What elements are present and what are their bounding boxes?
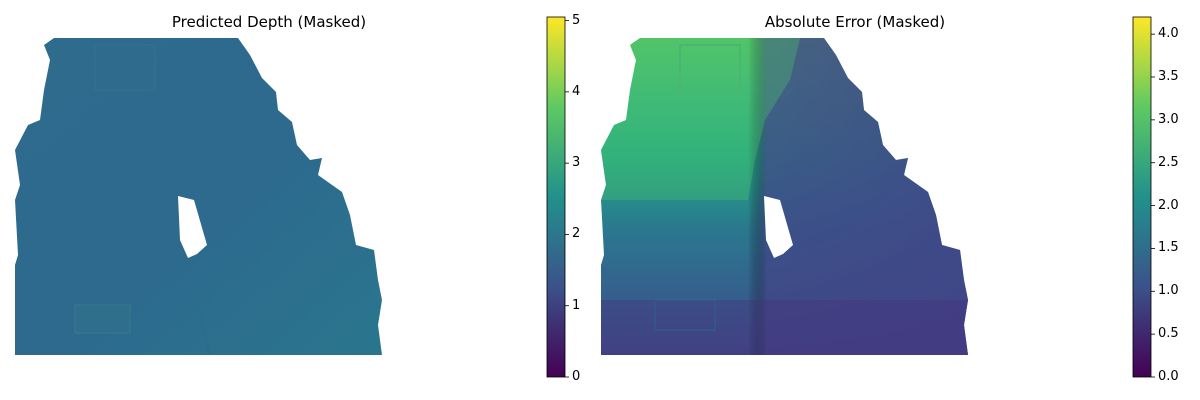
right-mask-hole xyxy=(764,196,793,258)
left-colorbar-tick-label: 3 xyxy=(572,155,581,171)
right-low-error-region xyxy=(601,300,968,355)
left-window-detail xyxy=(94,44,156,91)
left-colorbar xyxy=(546,16,566,378)
right-colorbar-tick-label: 0.5 xyxy=(1158,326,1179,342)
left-colorbar-tick-label: 0 xyxy=(572,369,581,384)
right-colorbar-tick-label: 1.0 xyxy=(1158,283,1179,299)
right-high-error-region xyxy=(601,38,800,200)
right-heatmap xyxy=(601,38,968,355)
left-edge-detail xyxy=(188,279,212,355)
left-mask-hole xyxy=(178,196,207,258)
left-floor-detail xyxy=(74,304,131,334)
right-colorbar-tick-label: 4.0 xyxy=(1158,26,1179,42)
left-colorbar-tick-label: 4 xyxy=(572,83,581,99)
right-panel-title: Absolute Error (Masked) xyxy=(764,13,946,31)
right-floor-detail xyxy=(654,299,716,331)
right-colorbar-ticks xyxy=(1151,33,1155,378)
right-colorbar xyxy=(1132,16,1152,378)
right-colorbar-tick-label: 3.0 xyxy=(1158,111,1179,127)
left-panel-title: Predicted Depth (Masked) xyxy=(171,13,367,31)
right-colorbar-tick-label: 1.5 xyxy=(1158,240,1179,256)
right-colorbar-tick-label: 2.5 xyxy=(1158,154,1179,170)
left-heatmap-fill xyxy=(15,38,382,355)
left-colorbar-ticks xyxy=(565,20,569,378)
left-colorbar-tick-label: 2 xyxy=(572,226,581,242)
left-colorbar-tick-label: 1 xyxy=(572,297,581,313)
right-colorbar-tick-label: 3.5 xyxy=(1158,69,1179,84)
right-colorbar-tick-label: 0.0 xyxy=(1158,369,1179,384)
left-colorbar-tick-label: 5 xyxy=(572,12,581,28)
left-heatmap xyxy=(15,38,382,355)
right-window-detail xyxy=(679,44,741,91)
right-colorbar-tick-label: 2.0 xyxy=(1158,197,1179,213)
